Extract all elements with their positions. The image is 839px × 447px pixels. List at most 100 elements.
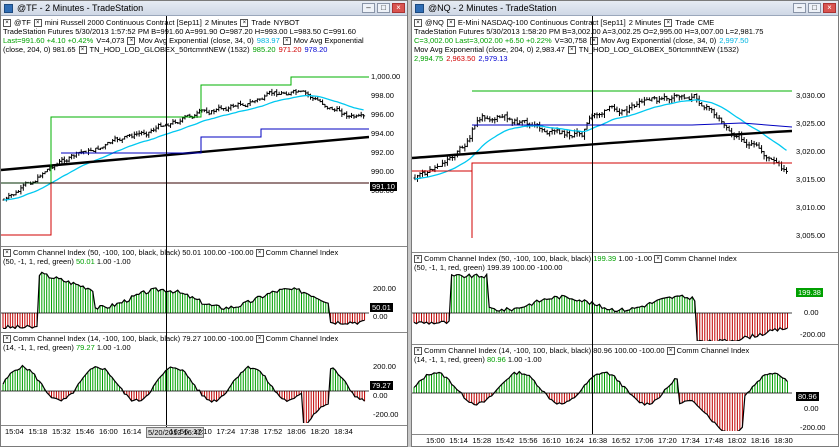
time-tick: 16:10 — [542, 436, 561, 445]
expand-icon[interactable]: × — [255, 249, 264, 258]
right-cci1-plot[interactable] — [412, 273, 792, 341]
cci2-levels: 1.00 -1.00 — [507, 355, 542, 364]
expand-icon[interactable]: × — [414, 347, 422, 356]
cci1-params: Comm Channel Index (50, -100, 100, black… — [13, 248, 254, 257]
mid-line — [472, 122, 792, 128]
cci1-name: Comm Channel Index — [265, 248, 339, 257]
cci-line — [413, 370, 788, 431]
ema204-value: (close, 204, 0) 981.65 — [3, 45, 76, 54]
cci2-name: Comm Channel Index — [676, 346, 750, 355]
expand-icon[interactable]: × — [446, 19, 455, 28]
minimize-button[interactable]: – — [793, 3, 806, 13]
left-title-bar[interactable]: @TF - 2 Minutes - TradeStation – □ × — [1, 1, 407, 16]
cci1-value: 199.39 — [593, 254, 617, 263]
last-price: Last=991.60 +4.10 +0.42% — [3, 36, 94, 45]
expand-icon[interactable]: × — [567, 46, 576, 55]
left-price-tag: 991.10 — [370, 182, 397, 191]
time-tick: 15:18 — [28, 427, 48, 436]
expand-icon[interactable]: × — [3, 335, 11, 344]
cursor-line[interactable] — [166, 16, 167, 434]
expand-icon[interactable]: × — [78, 46, 87, 55]
maximize-button[interactable]: □ — [377, 3, 390, 13]
cci2-value: 80.96 — [486, 355, 506, 364]
cci1-params2: (50, -1, 1, red, green) — [3, 257, 74, 266]
time-tick: 15:32 — [52, 427, 71, 436]
right-price-plot[interactable] — [412, 63, 792, 251]
left-price-plot[interactable] — [1, 55, 369, 245]
right-tn-values: 2,994.75 2,963.50 2,979.13 — [414, 54, 836, 63]
hod-line — [1, 76, 369, 184]
cci1-params: Comm Channel Index (50, -100, 100, black… — [424, 254, 592, 263]
time-tick: 16:14 — [122, 427, 142, 436]
cci2-tick: 0.00 — [373, 391, 388, 400]
left-cci1-tag: 50.01 — [370, 303, 393, 312]
time-tick: 18:06 — [287, 427, 306, 436]
right-time-axis: 15:00 15:14 15:28 15:42 15:56 16:10 16:24 16:38… — [412, 434, 838, 446]
left-cci2-plot[interactable] — [1, 353, 369, 423]
left-chart-window[interactable]: @TF - 2 Minutes - TradeStation – □ × × @T… — [0, 0, 408, 447]
expand-icon[interactable]: × — [240, 19, 249, 28]
expand-icon[interactable]: × — [3, 249, 11, 258]
expand-icon[interactable]: × — [255, 335, 264, 344]
cursor-line[interactable] — [592, 16, 593, 434]
pane-divider[interactable] — [1, 246, 407, 247]
expand-icon[interactable]: × — [654, 255, 663, 264]
expand-icon[interactable]: × — [33, 19, 42, 28]
ema34-label: Mov Avg Exponential (close, 34, 0) — [600, 36, 717, 45]
right-chart-window[interactable]: @NQ - 2 Minutes - TradeStation – □ × × @N… — [411, 0, 839, 447]
minimize-button[interactable]: – — [362, 3, 375, 13]
expand-icon[interactable]: × — [127, 37, 136, 46]
right-symbol-row: × @NQ × E-Mini NASDAQ-100 Continuous Contra… — [414, 18, 836, 28]
trade-label: Trade — [675, 18, 695, 27]
close-button[interactable]: × — [392, 3, 405, 13]
cci1-tick: 0.00 — [373, 312, 388, 321]
cci2-name: Comm Channel Index — [265, 334, 339, 343]
cci2-params: Comm Channel Index (14, -100, 100, black… — [424, 346, 665, 355]
time-tick: 15:14 — [449, 436, 468, 445]
exchange: CME — [697, 18, 715, 27]
maximize-button[interactable]: □ — [808, 3, 821, 13]
time-tick: 18:34 — [334, 427, 353, 436]
expand-icon[interactable]: × — [414, 19, 422, 28]
symbol-name: E-Mini NASDAQ-100 Continuous Contract [S… — [457, 18, 626, 27]
time-tick: 5/20/2013 16:42 — [146, 427, 205, 438]
left-cci1-plot[interactable] — [1, 267, 369, 329]
price-tick: 996.00 — [371, 110, 394, 119]
expand-icon[interactable]: × — [3, 19, 11, 28]
right-cci2-plot[interactable] — [412, 365, 792, 431]
ema34-value: 2,997.50 — [719, 36, 749, 45]
time-tick: 15:46 — [75, 427, 95, 436]
left-window-title: @TF - 2 Minutes - TradeStation — [17, 3, 144, 13]
right-indicator-row: Mov Avg Exponential (close, 204, 0) 2,98… — [414, 45, 836, 55]
mid-line — [61, 128, 369, 154]
price-tick: 998.00 — [371, 91, 394, 100]
tn-indicator: TN_HOD_LOD_GLOBEX_50rtcmntNEW (1532) — [578, 45, 739, 54]
expand-icon[interactable]: × — [282, 37, 291, 46]
cci2-tick: -200.00 — [800, 423, 826, 432]
interval: 2 Minutes — [204, 18, 238, 27]
pane-divider[interactable] — [1, 332, 407, 333]
cci1-tick: 0.00 — [804, 308, 819, 317]
right-quote-row: TradeStation Futures 5/30/2013 1:58:20 P… — [414, 27, 764, 36]
cci1-tick: -200.00 — [800, 330, 826, 339]
cci1-levels: 1.00 -1.00 — [618, 254, 653, 263]
left-cci2-tag: 79.27 — [370, 381, 393, 390]
ema34-label: Mov Avg Exponential (close, 34, 0) — [138, 36, 254, 45]
expand-icon[interactable]: × — [589, 37, 598, 46]
time-tick: 18:20 — [310, 427, 330, 436]
lod-line — [412, 162, 792, 238]
left-cci1-header2: (50, -1, 1, red, green) 50.01 1.00 -1.00 — [3, 257, 131, 266]
right-cci1-header2: (50, -1, 1, red, green) 199.39 100.00 -1… — [414, 263, 563, 272]
right-cci1-tag: 199.38 — [796, 288, 823, 297]
right-title-bar[interactable]: @NQ - 2 Minutes - TradeStation – □ × — [412, 1, 838, 16]
expand-icon[interactable]: × — [666, 347, 675, 356]
price-tick: 3,010.00 — [796, 203, 826, 212]
ema34-line — [414, 99, 787, 180]
close-button[interactable]: × — [823, 3, 836, 13]
left-cci2-header2: (14, -1, 1, red, green) 79.27 1.00 -1.00 — [3, 343, 131, 352]
cci1-levels: 1.00 -1.00 — [96, 257, 131, 266]
expand-icon[interactable]: × — [664, 19, 673, 28]
pane-divider[interactable] — [412, 344, 838, 345]
expand-icon[interactable]: × — [414, 255, 422, 264]
pane-divider[interactable] — [412, 252, 838, 253]
